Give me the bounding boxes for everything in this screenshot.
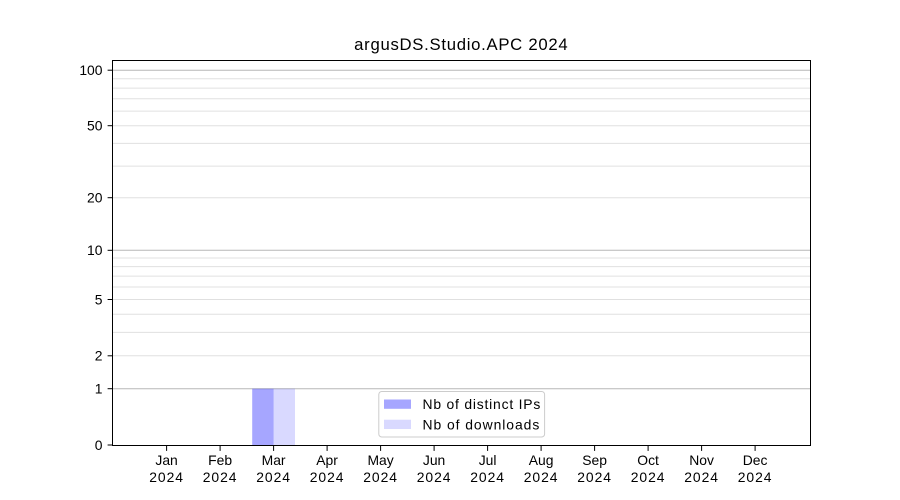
svg-text:Sep: Sep	[582, 452, 607, 468]
svg-text:Nb of distinct IPs: Nb of distinct IPs	[423, 396, 542, 412]
svg-text:2024: 2024	[203, 469, 238, 485]
svg-text:Oct: Oct	[637, 452, 659, 468]
svg-text:1: 1	[95, 381, 103, 397]
svg-text:Jun: Jun	[423, 452, 445, 468]
svg-text:Nb of downloads: Nb of downloads	[423, 416, 541, 432]
svg-text:Feb: Feb	[208, 452, 232, 468]
svg-text:2024: 2024	[417, 469, 452, 485]
svg-text:10: 10	[87, 242, 103, 258]
svg-text:2: 2	[95, 348, 103, 364]
svg-text:5: 5	[95, 291, 103, 307]
svg-text:2024: 2024	[363, 469, 398, 485]
svg-text:2024: 2024	[738, 469, 773, 485]
svg-text:2024: 2024	[470, 469, 505, 485]
svg-text:argusDS.Studio.APC 2024: argusDS.Studio.APC 2024	[354, 35, 568, 54]
svg-text:2024: 2024	[310, 469, 345, 485]
svg-text:Nov: Nov	[689, 452, 714, 468]
svg-text:Jan: Jan	[155, 452, 177, 468]
svg-text:Aug: Aug	[529, 452, 554, 468]
svg-text:20: 20	[87, 190, 103, 206]
svg-text:2024: 2024	[149, 469, 184, 485]
svg-text:50: 50	[87, 118, 103, 134]
svg-text:May: May	[367, 452, 393, 468]
svg-text:Dec: Dec	[743, 452, 768, 468]
svg-text:2024: 2024	[684, 469, 719, 485]
svg-text:2024: 2024	[256, 469, 291, 485]
svg-text:2024: 2024	[524, 469, 559, 485]
svg-text:0: 0	[95, 437, 103, 453]
svg-text:Apr: Apr	[316, 452, 338, 468]
svg-text:2024: 2024	[577, 469, 612, 485]
svg-text:2024: 2024	[631, 469, 666, 485]
svg-text:Jul: Jul	[479, 452, 497, 468]
svg-text:100: 100	[79, 62, 102, 78]
svg-text:Mar: Mar	[262, 452, 286, 468]
